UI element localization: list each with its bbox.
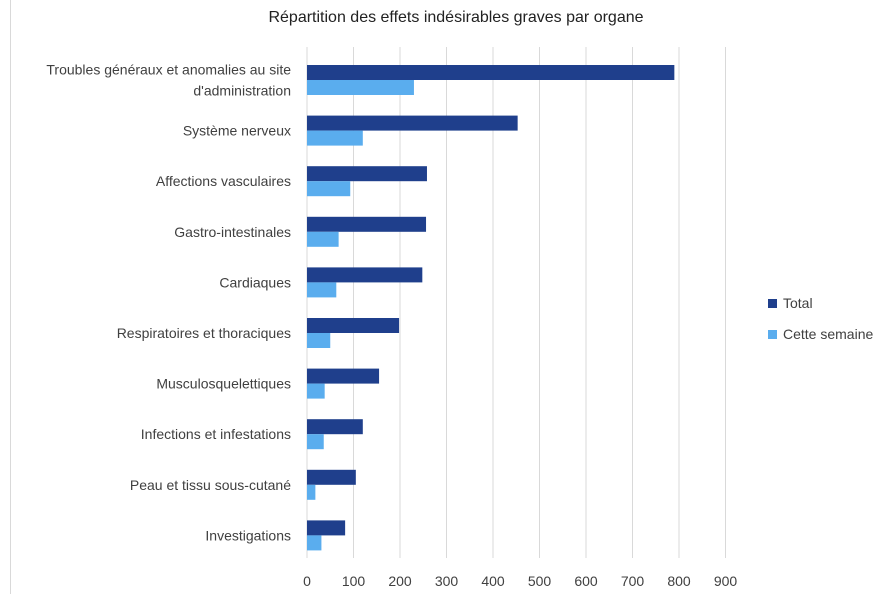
category-label-0-line-0: Troubles généraux et anomalies au site	[46, 62, 291, 78]
bar-total-7	[307, 419, 363, 435]
bar-total-6	[307, 368, 380, 384]
bar-cette-semaine-0	[307, 80, 414, 95]
bar-cette-semaine-9	[307, 535, 322, 551]
category-label-5: Respiratoires et thoraciques	[117, 325, 291, 341]
x-tick-label-500: 500	[528, 573, 552, 589]
category-label-2: Affections vasculaires	[156, 173, 291, 189]
bar-total-0	[307, 65, 675, 80]
bar-total-3	[307, 216, 427, 232]
bar-cette-semaine-2	[307, 181, 351, 197]
bar-cette-semaine-4	[307, 282, 337, 298]
legend-label-cette-semaine: Cette semaine	[783, 326, 874, 342]
bar-cette-semaine-7	[307, 434, 324, 450]
x-tick-label-800: 800	[667, 573, 691, 589]
bar-total-8	[307, 469, 356, 485]
category-label-9: Investigations	[205, 527, 291, 543]
category-label-3: Gastro-intestinales	[174, 224, 291, 240]
x-tick-label-700: 700	[621, 573, 645, 589]
category-label-7: Infections et infestations	[141, 426, 291, 442]
chart-frame	[10, 0, 896, 594]
bar-total-5	[307, 318, 400, 333]
bar-total-4	[307, 267, 423, 283]
x-tick-label-400: 400	[481, 573, 505, 589]
x-tick-label-300: 300	[435, 573, 459, 589]
category-label-6: Musculosquelettiques	[156, 376, 291, 392]
category-label-0-line-1: d'administration	[193, 83, 291, 99]
bar-cette-semaine-5	[307, 333, 331, 348]
x-tick-label-600: 600	[574, 573, 598, 589]
chart-title: Répartition des effets indésirables grav…	[268, 9, 644, 26]
category-label-8: Peau et tissu sous-cutané	[130, 477, 291, 493]
bar-cette-semaine-8	[307, 484, 316, 500]
legend-item-cette-semaine: Cette semaine	[768, 326, 873, 342]
bar-cette-semaine-6	[307, 383, 325, 399]
x-tick-label-200: 200	[388, 573, 412, 589]
x-tick-label-0: 0	[303, 573, 311, 589]
bar-cette-semaine-1	[307, 130, 363, 146]
legend-swatch-cette-semaine	[768, 329, 777, 339]
x-tick-label-100: 100	[342, 573, 366, 589]
x-tick-label-900: 900	[714, 573, 738, 589]
legend-label-total: Total	[783, 295, 813, 311]
category-label-4: Cardiaques	[219, 274, 291, 290]
bar-total-1	[307, 115, 518, 131]
bar-cette-semaine-3	[307, 231, 339, 247]
legend-item-total: Total	[768, 295, 813, 311]
legend-swatch-total	[768, 298, 777, 308]
category-label-1: Système nerveux	[183, 123, 291, 139]
bar-total-9	[307, 520, 346, 536]
bar-total-2	[307, 166, 427, 182]
